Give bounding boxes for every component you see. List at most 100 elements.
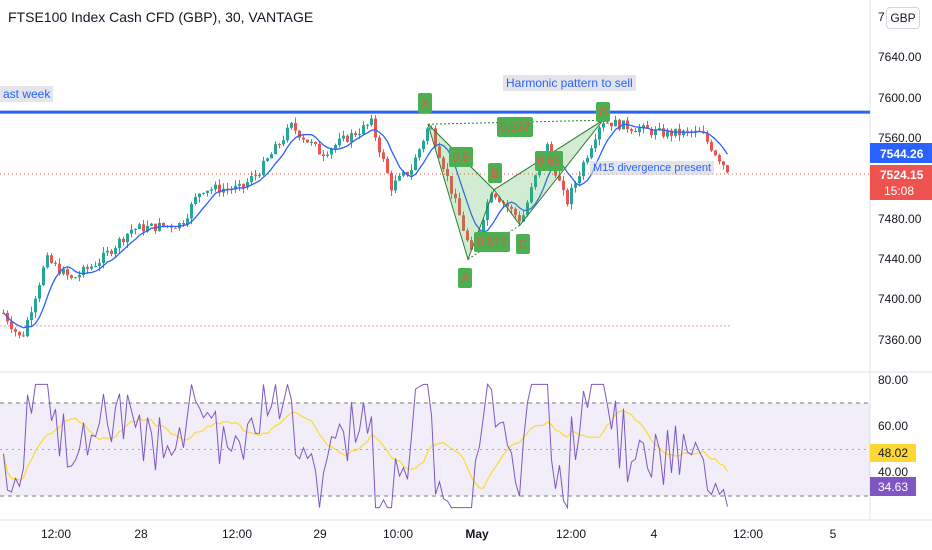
candle: [70, 275, 73, 278]
candle: [434, 128, 437, 147]
candle: [470, 240, 473, 250]
label-b-box: [488, 163, 502, 183]
candle: [174, 227, 177, 229]
candle: [394, 180, 397, 191]
candle: [298, 130, 301, 138]
candle: [498, 197, 501, 202]
candle: [246, 182, 249, 188]
candle: [494, 193, 497, 198]
price-tick-partial: 7: [878, 10, 885, 24]
candle: [18, 331, 21, 336]
time-label: 10:00: [383, 527, 413, 541]
candle: [406, 171, 409, 175]
ratio-0-69-box: [535, 151, 563, 171]
rsi-ma-bg: [870, 444, 916, 462]
candle: [462, 215, 465, 231]
candle: [722, 161, 725, 166]
candle: [14, 329, 17, 332]
candle: [430, 128, 433, 130]
xd-line: [427, 119, 604, 125]
candle: [578, 176, 581, 184]
price-tick: 7400.00: [878, 292, 922, 306]
last-week-label[interactable]: ast week: [0, 86, 54, 102]
candle: [66, 269, 69, 276]
candle: [334, 145, 337, 149]
divergence-note[interactable]: M15 divergence present: [590, 161, 715, 175]
candle: [318, 143, 321, 155]
candle: [138, 224, 141, 229]
candle: [414, 157, 417, 171]
rsi-tick: 80.00: [878, 373, 908, 387]
candle: [390, 172, 393, 191]
candle: [338, 138, 341, 146]
candle: [330, 148, 333, 155]
candle: [438, 146, 441, 158]
candle: [34, 298, 37, 313]
price-tick: 7360.00: [878, 333, 922, 347]
label-d-box: [596, 102, 610, 122]
candle: [726, 165, 729, 173]
rsi-value-badge: 34.63: [870, 477, 916, 496]
rsi-ma-text: 48.02: [878, 446, 908, 460]
candle: [342, 135, 345, 139]
price-tick: 7480.00: [878, 212, 922, 226]
candle: [274, 144, 277, 155]
candle: [594, 139, 597, 149]
candle: [162, 222, 165, 226]
candle: [482, 220, 485, 232]
candle: [670, 130, 673, 136]
current-price-bg: [870, 165, 932, 200]
label-a: A: [458, 268, 472, 288]
candle: [606, 122, 609, 124]
ratio-0-518-box: [474, 232, 510, 252]
candle: [666, 130, 669, 137]
rsi-tick: 40.00: [878, 465, 908, 479]
time-label: 12:00: [733, 527, 763, 541]
candles-layer: [2, 114, 729, 339]
candle: [10, 321, 13, 330]
candle: [102, 252, 105, 263]
harmonic-note[interactable]: Harmonic pattern to sell: [503, 75, 636, 91]
candle: [182, 222, 185, 225]
candle: [134, 228, 137, 230]
candle: [386, 158, 389, 173]
price-tick: 7440.00: [878, 252, 922, 266]
rsi-axis: 80.00 60.00 40.00 48.02 34.63: [870, 373, 916, 496]
candle: [54, 262, 57, 264]
candle: [194, 197, 197, 204]
current-price-text: 7524.15: [880, 168, 924, 182]
candle: [586, 157, 589, 163]
candle: [398, 175, 401, 181]
price-axis: 7640.00 7600.00 7560.00 7480.00 7440.00 7400.…: [870, 10, 932, 347]
rsi-line: [3, 383, 728, 510]
candle: [590, 148, 593, 158]
candle: [570, 187, 573, 205]
candle: [266, 158, 269, 161]
label-b-text: B: [491, 166, 499, 180]
currency-selector[interactable]: GBP: [886, 7, 920, 29]
candle: [486, 202, 489, 221]
candle: [658, 128, 661, 130]
candle: [346, 135, 349, 142]
candle: [302, 137, 305, 140]
candle: [718, 155, 721, 162]
harmonic-pattern: X A B C D 0.5 0.518 0.937 0.69: [418, 93, 610, 288]
candle: [686, 130, 689, 132]
candle: [598, 127, 601, 140]
candle: [126, 233, 129, 243]
label-c-text: C: [519, 237, 528, 251]
candle: [270, 154, 273, 159]
last-price-badge: 7544.26: [870, 143, 932, 163]
label-x-text: X: [421, 96, 429, 110]
candle: [446, 169, 449, 176]
candle: [466, 230, 469, 241]
candle: [514, 208, 517, 216]
candle: [634, 131, 637, 133]
candle: [146, 225, 149, 232]
candle: [86, 266, 89, 269]
price-tick: 7600.00: [878, 91, 922, 105]
ratio-0-518: 0.518: [474, 232, 510, 252]
candle: [706, 133, 709, 142]
candle: [214, 184, 217, 190]
